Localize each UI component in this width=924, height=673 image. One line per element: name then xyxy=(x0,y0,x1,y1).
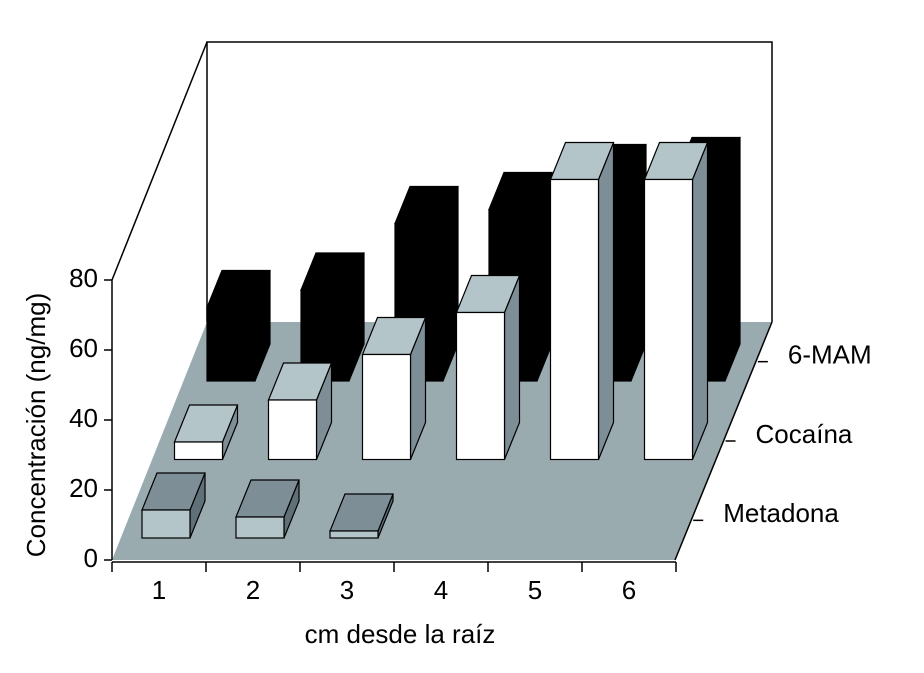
x-tick-label: 1 xyxy=(152,575,166,605)
bar xyxy=(549,178,600,461)
y-tick-label: 80 xyxy=(69,263,98,293)
bar xyxy=(267,399,318,461)
legend-label: Cocaína xyxy=(756,419,853,449)
y-tick-label: 0 xyxy=(84,543,98,573)
y-axis-label: Concentración (ng/mg) xyxy=(21,293,51,557)
bar xyxy=(235,516,285,539)
bar-side xyxy=(691,142,709,460)
y-tick-label: 40 xyxy=(69,403,98,433)
bar xyxy=(455,311,506,461)
bar xyxy=(643,178,694,461)
x-tick-label: 4 xyxy=(434,575,448,605)
side-edge xyxy=(111,41,208,281)
bar xyxy=(329,530,379,539)
bar xyxy=(173,441,224,461)
y-tick-label: 20 xyxy=(69,473,98,503)
x-tick-label: 5 xyxy=(528,575,542,605)
bar-side xyxy=(597,142,615,460)
back-wall xyxy=(206,41,773,322)
x-axis-label: cm desde la raíz xyxy=(305,619,496,649)
legend-label: 6-MAM xyxy=(788,340,872,370)
bar xyxy=(206,306,256,382)
x-tick-label: 3 xyxy=(340,575,354,605)
bar xyxy=(141,509,191,539)
legend-label: Metadona xyxy=(723,498,839,528)
x-tick-label: 2 xyxy=(246,575,260,605)
bar xyxy=(361,353,412,461)
depth-axis xyxy=(674,321,773,561)
y-tick-label: 60 xyxy=(69,333,98,363)
bar-side xyxy=(724,137,741,382)
x-tick-label: 6 xyxy=(622,575,636,605)
